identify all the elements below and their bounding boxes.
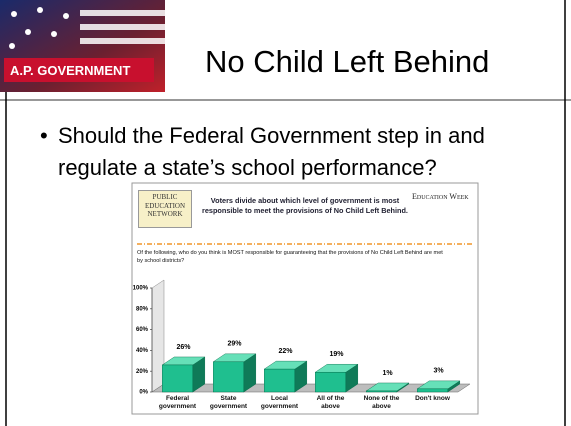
bar <box>417 388 449 393</box>
bar <box>366 390 398 393</box>
badge-band <box>4 58 154 82</box>
value-label: 3% <box>433 368 444 375</box>
x-tick-label: Local government <box>260 395 299 410</box>
value-label: 19% <box>329 351 344 358</box>
stars <box>9 7 69 49</box>
bar <box>212 361 244 393</box>
chart-subtitle: Of the following, who do you think is MO… <box>137 250 443 264</box>
y-tick-label: 40% <box>136 348 149 354</box>
x-tick-label: Don't know <box>415 395 450 402</box>
y-tick-label: 0% <box>139 390 148 396</box>
logo: PUBLIC EDUCATION NETWORK <box>138 190 192 228</box>
x-tick-label: State government <box>209 395 248 410</box>
bar <box>315 372 347 393</box>
chart-title: Voters divide about which level of gover… <box>202 196 408 215</box>
value-label: 26% <box>176 344 191 351</box>
y-tick-label: 20% <box>136 369 149 375</box>
bullet: Should the Federal Government step in an… <box>58 123 485 180</box>
bar <box>161 364 193 393</box>
slide-title: No Child Left Behind <box>205 44 490 79</box>
x-tick-label: All of the above <box>316 395 345 410</box>
y-tick-label: 60% <box>136 327 149 333</box>
publisher: Education Week <box>412 192 469 201</box>
bar <box>264 368 296 393</box>
y-tick-label: 80% <box>136 306 149 312</box>
stripes <box>80 10 165 44</box>
value-label: 22% <box>278 348 293 355</box>
badge: A.P. GOVERNMENT <box>10 63 131 78</box>
bullet-dot: • <box>40 123 48 148</box>
value-label: 1% <box>382 370 393 377</box>
x-tick-label: None of the above <box>363 395 400 410</box>
x-tick-label: Federal government <box>158 395 197 410</box>
y-tick-label: 100% <box>133 286 149 292</box>
value-label: 29% <box>227 341 242 348</box>
